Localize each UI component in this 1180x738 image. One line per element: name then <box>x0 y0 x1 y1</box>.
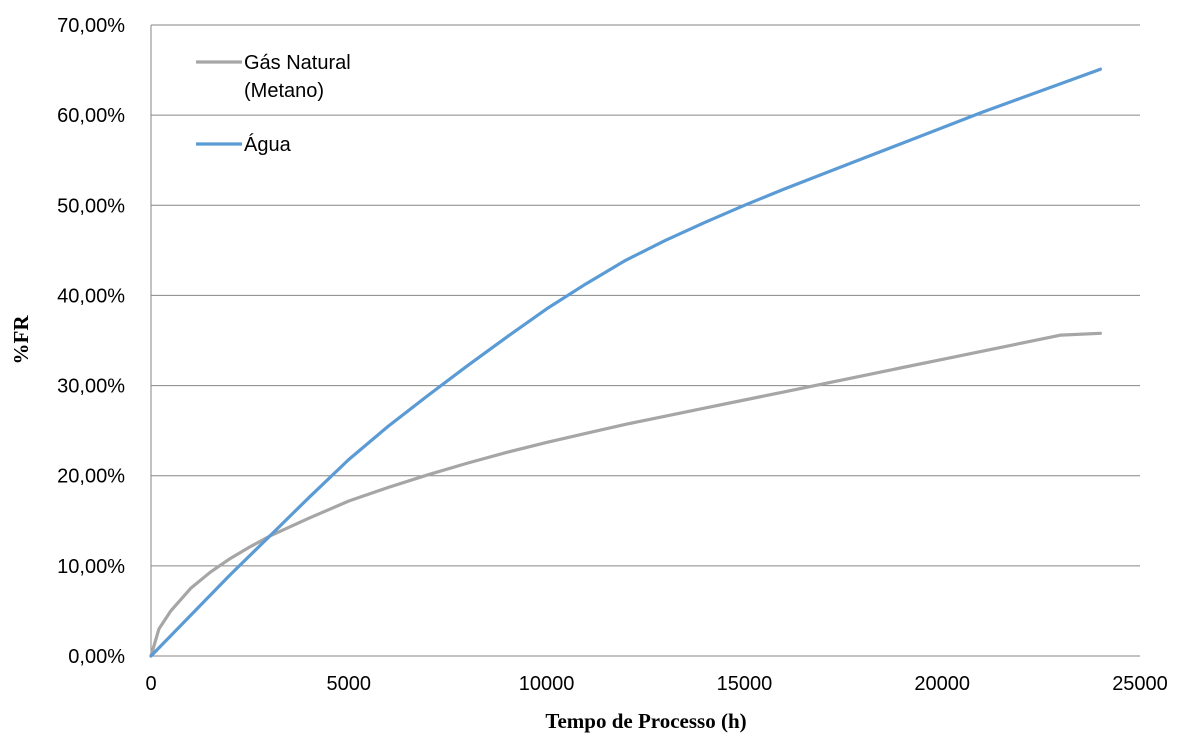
x-tick-label: 15000 <box>717 673 773 695</box>
legend-label-gas: (Metano) <box>244 80 324 102</box>
legend-label-agua: Água <box>244 133 292 156</box>
series-lines <box>149 67 1102 658</box>
legend-label-gas: Gás Natural <box>244 52 351 74</box>
x-tick-label: 25000 <box>1112 673 1168 695</box>
y-tick-label: 40,00% <box>57 285 125 307</box>
x-tick-label: 10000 <box>519 673 575 695</box>
y-tick-label: 10,00% <box>57 556 125 578</box>
axes <box>150 25 1140 657</box>
y-axis-title: %FR <box>9 315 33 365</box>
y-tick-labels: 0,00% 10,00% 20,00% 30,00% 40,00% 50,00% 60,00… <box>57 15 125 668</box>
y-tick-label: 0,00% <box>68 646 125 668</box>
gridlines <box>151 24 1140 567</box>
legend: Gás Natural (Metano) Água <box>196 52 351 156</box>
y-tick-label: 30,00% <box>57 376 125 398</box>
x-tick-label: 0 <box>145 673 156 695</box>
x-tick-label: 20000 <box>914 673 970 695</box>
y-tick-label: 60,00% <box>57 105 125 127</box>
y-tick-label: 50,00% <box>57 195 125 217</box>
series-line-1 <box>149 67 1102 658</box>
x-axis-title: Tempo de Processo (h) <box>545 709 746 733</box>
y-tick-label: 20,00% <box>57 466 125 488</box>
x-tick-label: 5000 <box>327 673 372 695</box>
x-tick-labels: 0 5000 10000 15000 20000 25000 <box>145 673 1167 695</box>
y-tick-label: 70,00% <box>57 15 125 37</box>
series-line-0 <box>149 331 1102 658</box>
